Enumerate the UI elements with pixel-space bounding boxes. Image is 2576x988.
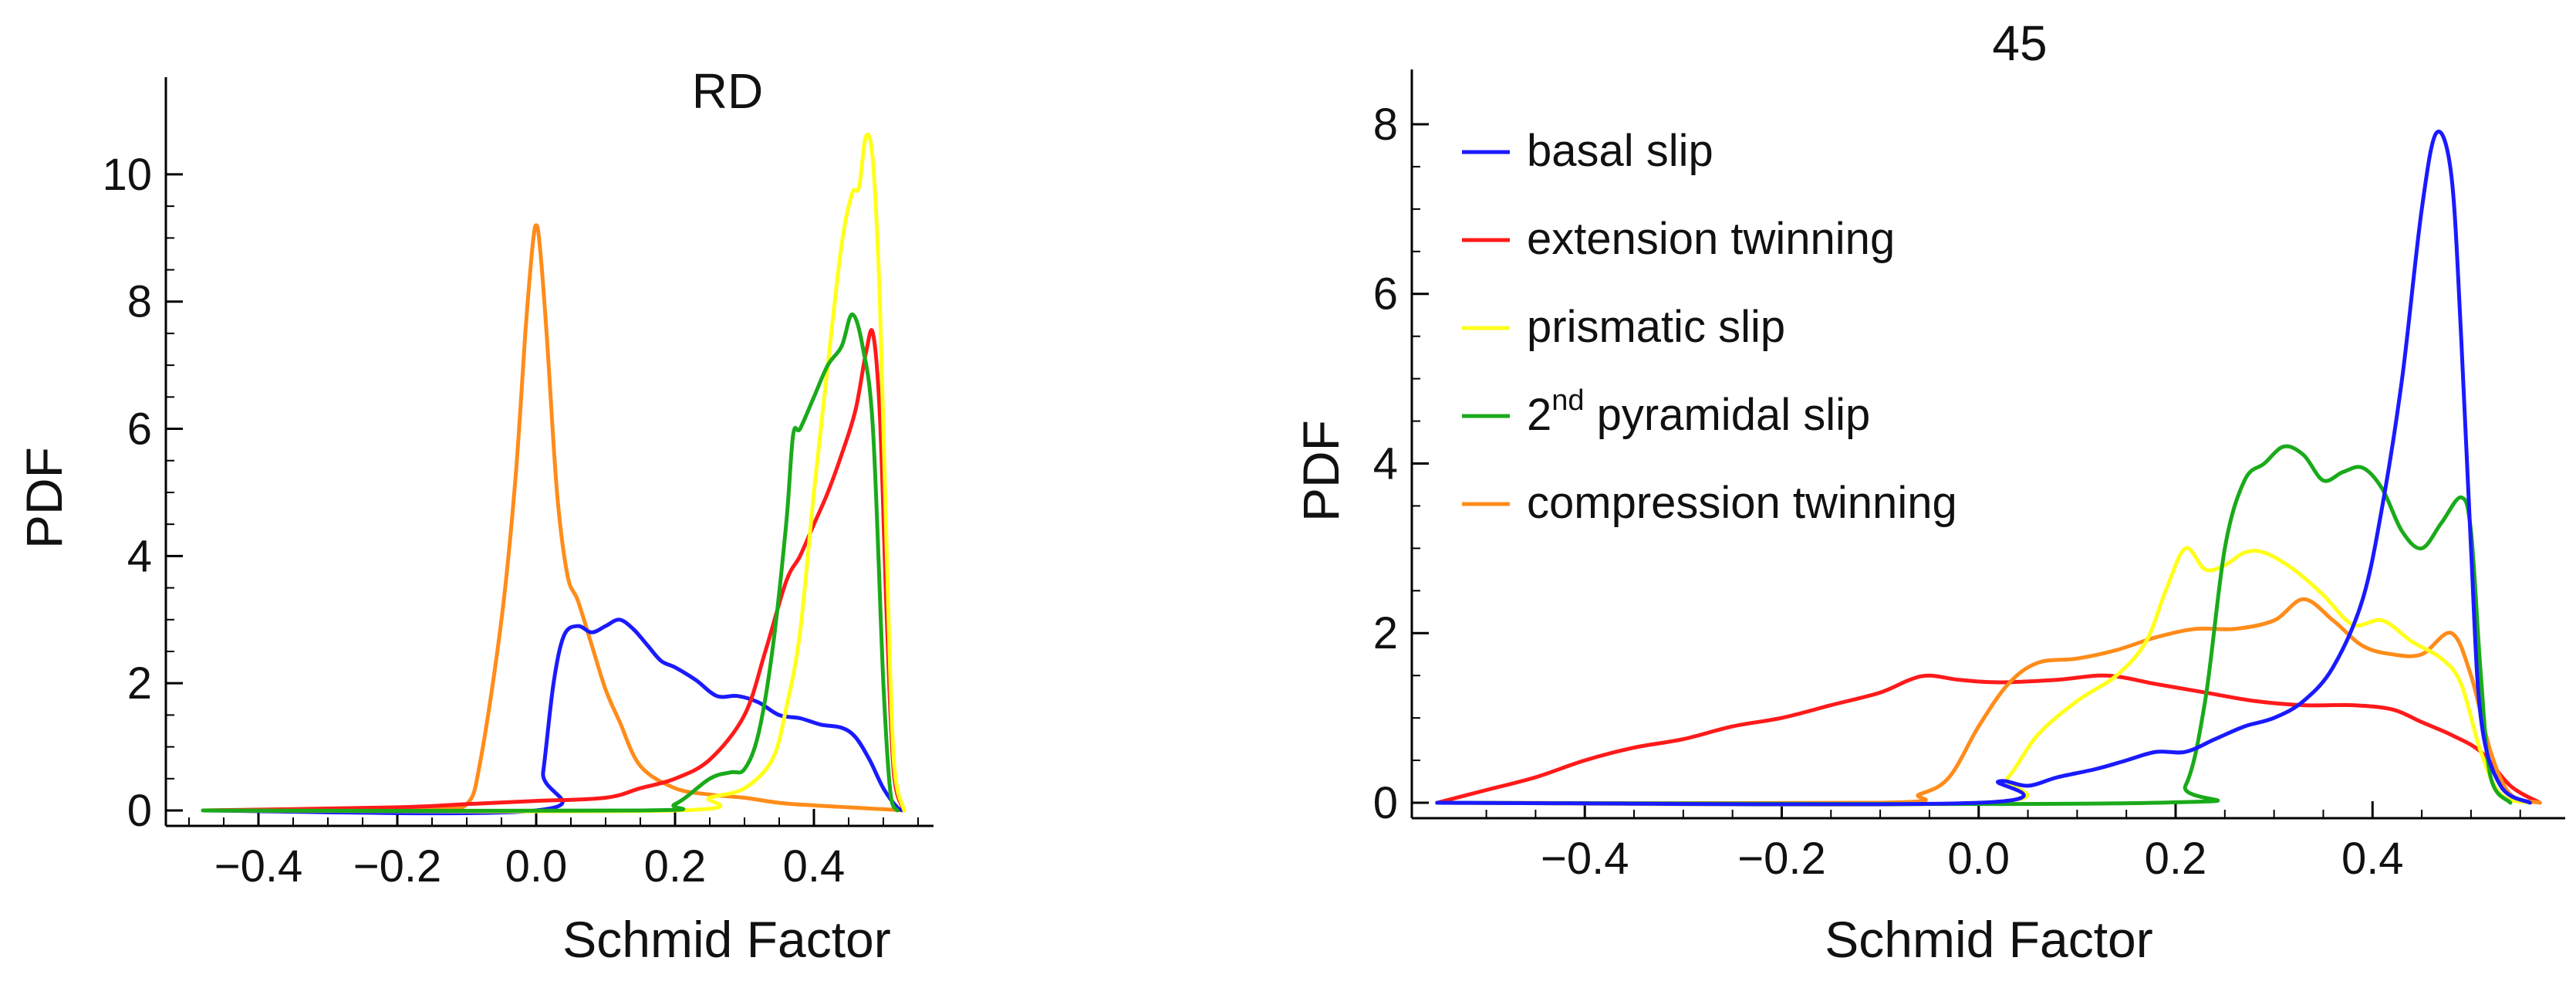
chart-rd-series-compression-twinning — [201, 223, 906, 813]
chart-45-y-tick-label: 8 — [1373, 100, 1398, 150]
chart-rd-x-tick-label: 0.0 — [505, 841, 568, 892]
chart-45-title: 45 — [1992, 15, 2047, 71]
legend-item-prismatic-slip: prismatic slip — [1462, 302, 1785, 352]
chart-rd-series-basal-slip — [201, 618, 906, 816]
legend-item-compression-twinning: compression twinning — [1462, 478, 1957, 528]
chart-rd-xlabel: Schmid Factor — [562, 911, 890, 968]
chart-45-y-ticks: 0 2 4 6 8 — [1373, 100, 1429, 828]
chart-rd-series-prismatic-slip — [201, 132, 906, 814]
chart-45-legend: basal slip extension twinning prismatic sl… — [1462, 126, 1957, 528]
chart-rd-title: RD — [692, 63, 763, 119]
chart-45-y-tick-label: 6 — [1373, 269, 1398, 320]
chart-45-series-compression-twinning — [1435, 597, 2542, 806]
chart-45-xlabel: Schmid Factor — [1825, 911, 2152, 968]
legend-label: prismatic slip — [1527, 302, 1785, 352]
chart-rd-x-tick-label: −0.4 — [214, 841, 303, 892]
chart-45-series-basal-slip — [1435, 130, 2532, 807]
legend-label: extension twinning — [1527, 214, 1895, 264]
chart-rd-y-tick-label: 0 — [127, 786, 152, 836]
chart-45-y-tick-label: 2 — [1373, 608, 1398, 658]
chart-45-x-tick-label: 0.2 — [2145, 834, 2207, 884]
chart-rd-x-ticks: −0.4 −0.2 0.0 0.2 0.4 — [188, 809, 919, 892]
chart-45-x-tick-label: −0.2 — [1737, 834, 1826, 884]
chart-45-x-tick-label: 0.0 — [1947, 834, 2010, 884]
chart-rd-ylabel: PDF — [15, 447, 73, 549]
chart-45-series-extension-twinning — [1435, 673, 2542, 805]
chart-rd-y-tick-label: 4 — [127, 531, 152, 581]
legend-item-basal-slip: basal slip — [1462, 126, 1713, 176]
chart-45-axes — [1410, 69, 2565, 820]
chart-45-series — [1435, 130, 2542, 807]
legend-label: 2nd pyramidal slip — [1527, 384, 1870, 440]
chart-45: 45 0 2 4 6 8 −0.4 −0.2 0.0 0.2 0.4 PDF Schmid Fa… — [1292, 15, 2565, 968]
legend-item-2nd-pyramidal-slip: 2nd pyramidal slip — [1462, 384, 1870, 440]
chart-rd-series-extension-twinning — [201, 328, 906, 813]
chart-45-ylabel: PDF — [1292, 420, 1349, 522]
chart-rd-series — [201, 132, 906, 816]
chart-rd-x-tick-label: 0.4 — [783, 841, 846, 892]
chart-rd-axes — [164, 77, 934, 827]
chart-45-y-tick-label: 0 — [1373, 778, 1398, 828]
chart-45-y-tick-label: 4 — [1373, 438, 1398, 489]
chart-45-x-tick-label: 0.4 — [2341, 834, 2404, 884]
chart-rd-series-2nd-pyramidal-slip — [201, 312, 900, 814]
legend-item-extension-twinning: extension twinning — [1462, 214, 1895, 264]
chart-rd-y-ticks: 0 2 4 6 8 10 — [102, 150, 183, 836]
legend-label: basal slip — [1527, 126, 1713, 176]
chart-45-series-prismatic-slip — [1435, 546, 2532, 807]
legend-label: compression twinning — [1527, 478, 1957, 528]
chart-rd-y-tick-label: 8 — [127, 277, 152, 327]
chart-rd-y-tick-label: 10 — [102, 150, 152, 200]
chart-rd-y-tick-label: 6 — [127, 404, 152, 455]
chart-rd-x-tick-label: −0.2 — [353, 841, 442, 892]
chart-rd-x-tick-label: 0.2 — [644, 841, 707, 892]
chart-45-x-tick-label: −0.4 — [1541, 834, 1629, 884]
chart-45-x-ticks: −0.4 −0.2 0.0 0.2 0.4 — [1485, 801, 2521, 884]
chart-rd: RD 0 2 4 6 8 10 −0.4 −0.2 0.0 0.2 0.4 PDF Schmid … — [15, 63, 934, 968]
chart-rd-y-tick-label: 2 — [127, 658, 152, 709]
